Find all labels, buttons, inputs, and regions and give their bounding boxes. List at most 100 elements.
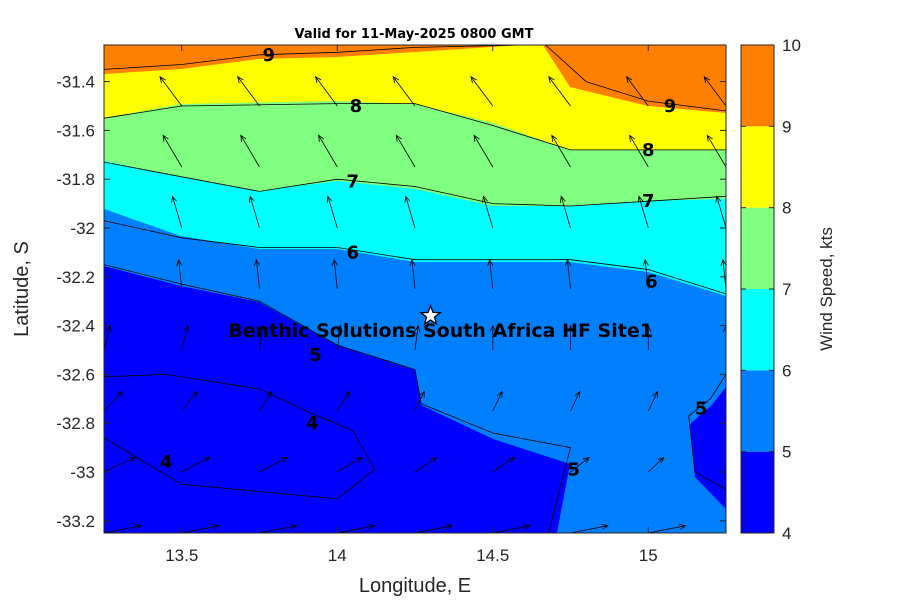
y-axis: -31.4 -31.6 -31.8 -32 -32.2 -32.4 -32.6 -32.8 -3… <box>56 73 726 531</box>
contour-label: 9 <box>664 96 677 117</box>
y-tick-label: -31.6 <box>56 121 95 140</box>
y-tick-label: -33 <box>70 463 95 482</box>
contour-label: 5 <box>309 345 322 366</box>
wind-vector <box>414 523 454 533</box>
wind-vector <box>259 523 298 533</box>
wind-vector <box>104 324 112 351</box>
contour-label: 4 <box>160 452 173 473</box>
wind-vector <box>723 324 726 350</box>
wind-vector <box>492 390 503 412</box>
band-9-10 <box>104 45 726 113</box>
site-star-marker <box>419 303 442 326</box>
contour-line-9 <box>104 45 524 70</box>
wind-vector <box>104 456 137 473</box>
wind-vector <box>181 523 221 533</box>
wind-vector <box>492 456 516 473</box>
wind-vector <box>104 523 143 533</box>
wind-vector <box>482 195 494 229</box>
site-marker-group: Benthic Solutions South Africa HF Site1 <box>228 303 653 342</box>
chart-title: Valid for 11-May-2025 0800 GMT <box>295 27 534 42</box>
wind-vector <box>314 75 338 107</box>
wind-vector <box>725 45 726 46</box>
contour-line-7 <box>104 161 726 207</box>
wind-vector <box>395 134 416 168</box>
wind-vector <box>162 134 183 168</box>
wind-vector <box>181 45 182 46</box>
contour-line-6 <box>104 220 726 295</box>
wind-vector <box>570 456 591 473</box>
wind-vector <box>470 75 494 107</box>
wind-vector <box>181 390 198 412</box>
colorbar-tick-label: 4 <box>782 524 791 543</box>
wind-vector <box>104 264 105 289</box>
wind-vector <box>259 456 289 473</box>
wind-vector <box>259 390 273 412</box>
contour-label: 5 <box>695 399 708 420</box>
wind-vector <box>337 456 363 473</box>
wind-vector <box>176 258 183 290</box>
contour-label: 4 <box>306 413 319 434</box>
wind-vector <box>414 324 421 351</box>
wind-vector <box>637 195 649 229</box>
y-tick-label: -32.4 <box>56 317 95 336</box>
wind-vector <box>570 390 581 412</box>
wind-vector <box>625 75 649 107</box>
contour-label: 7 <box>642 191 655 212</box>
wind-vector <box>237 75 260 107</box>
wind-vector <box>725 471 726 472</box>
contour-label: 5 <box>567 460 580 481</box>
wind-vector <box>331 258 338 290</box>
colorbar-tick-label: 5 <box>782 443 791 462</box>
wind-vector <box>570 523 609 533</box>
wind-vector <box>414 390 425 412</box>
contour-lines <box>104 45 726 533</box>
wind-vector <box>706 134 726 168</box>
colorbar-tick-label: 6 <box>782 361 791 380</box>
wind-vector <box>570 45 571 46</box>
y-tick-label: -33.2 <box>56 512 95 531</box>
wind-vector <box>703 75 726 107</box>
contour-line-5 <box>688 374 726 490</box>
wind-vector <box>487 258 494 290</box>
wind-vector <box>551 134 571 168</box>
wind-vector <box>404 195 416 229</box>
wind-vector <box>336 390 351 412</box>
x-axis: 13.5 14 14.5 15 <box>165 45 658 565</box>
contour-label: 6 <box>347 242 360 263</box>
wind-vector <box>647 45 649 46</box>
colorbar: 4 5 6 7 8 9 10 <box>740 36 801 543</box>
wind-vector <box>725 410 726 411</box>
y-axis-label: Latitude, S <box>11 241 33 337</box>
plot-area: 9 9 8 8 7 7 6 6 5 5 5 4 4 <box>104 45 726 533</box>
colorbar-segment <box>741 370 774 452</box>
plot-frame <box>103 44 727 534</box>
colorbar-tick-label: 7 <box>782 280 791 299</box>
wind-vector <box>648 456 665 473</box>
contour-line-9 <box>545 45 726 112</box>
wind-vector <box>326 195 338 229</box>
contour-label: 7 <box>347 172 360 193</box>
wind-vector <box>548 75 571 107</box>
wind-vector <box>259 45 260 46</box>
wind-vector <box>240 134 260 168</box>
y-tick-label: -32.6 <box>56 365 95 384</box>
wind-vector <box>489 324 496 350</box>
wind-vector <box>473 134 494 168</box>
contour-line-4 <box>104 373 376 500</box>
wind-vector <box>392 75 416 107</box>
wind-vector <box>318 134 338 168</box>
wind-vector <box>181 324 190 351</box>
contour-label: 9 <box>263 45 276 66</box>
y-tick-label: -31.4 <box>56 73 95 92</box>
wind-vector <box>254 258 260 290</box>
colorbar-segment <box>741 451 774 533</box>
wind-vector <box>409 258 416 290</box>
contour-labels: 9 9 8 8 7 7 6 6 5 5 5 4 4 <box>160 45 707 481</box>
y-tick-label: -32.8 <box>56 414 95 433</box>
contour-line-5 <box>104 264 571 533</box>
wind-vector <box>647 390 659 412</box>
wind-vector <box>645 324 652 350</box>
wind-vector <box>720 258 726 290</box>
colorbar-segment <box>741 207 774 289</box>
